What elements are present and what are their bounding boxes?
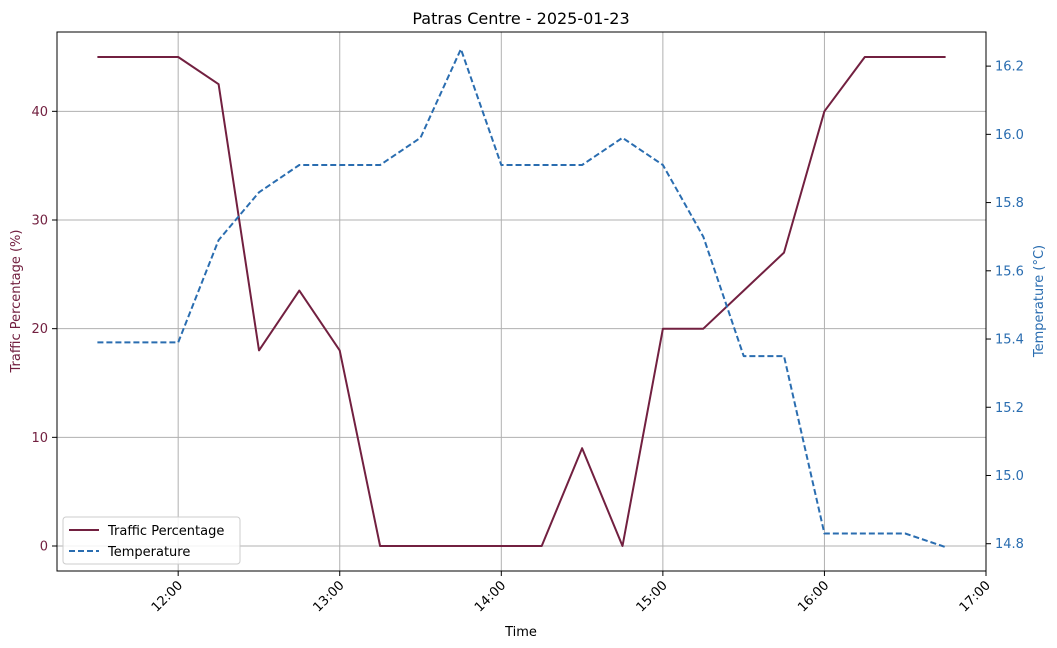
y-right-tick-label: 15.0 (995, 469, 1024, 484)
chart-title: Patras Centre - 2025-01-23 (412, 9, 629, 28)
y-right-tick-label: 15.8 (995, 196, 1024, 211)
x-axis-title: Time (504, 625, 537, 640)
y-right-tick-label: 15.2 (995, 401, 1024, 416)
plot-frame (56, 31, 987, 572)
data-point-temperature (499, 163, 503, 167)
data-point-traffic (580, 446, 584, 450)
data-point-traffic (742, 289, 746, 293)
data-point-traffic (499, 544, 503, 548)
data-point-temperature (620, 136, 624, 140)
y-axis-right: 14.8 15.0 15.2 15.4 15.6 15.8 16.0 16.2 (986, 60, 1024, 552)
series-line-traffic (97, 56, 946, 547)
data-point-temperature (944, 545, 948, 549)
y-right-tick-label: 16.0 (995, 128, 1024, 143)
data-point-traffic (540, 544, 544, 548)
x-tick-label: 15:00 (634, 578, 671, 615)
x-tick-label: 14:00 (472, 578, 509, 615)
data-point-temperature (378, 163, 382, 167)
y-right-tick-label: 15.6 (995, 264, 1024, 279)
x-tick-label: 12:00 (149, 578, 186, 615)
y-left-tick-label: 0 (40, 540, 48, 555)
data-point-temperature (338, 163, 342, 167)
x-tick-label: 16:00 (795, 578, 832, 615)
data-point-temperature (742, 354, 746, 358)
series-line-temperature (97, 48, 946, 549)
y-right-tick-label: 15.4 (995, 333, 1024, 348)
data-point-traffic (419, 544, 423, 548)
legend-label-traffic: Traffic Percentage (107, 524, 224, 539)
legend-label-temperature: Temperature (107, 545, 190, 560)
data-point-traffic (459, 544, 463, 548)
data-point-temperature (903, 531, 907, 535)
y-left-tick-label: 40 (31, 105, 48, 120)
y-axis-left-title: Traffic Percentage (%) (9, 230, 24, 374)
data-point-temperature (217, 238, 221, 242)
data-point-traffic (378, 544, 382, 548)
y-axis-left: 0 10 20 30 40 (31, 105, 57, 555)
x-tick-label: 17:00 (957, 578, 994, 615)
y-left-tick-label: 30 (31, 213, 48, 228)
data-point-temperature (136, 340, 140, 344)
data-point-traffic (661, 327, 665, 331)
data-point-temperature (661, 163, 665, 167)
data-point-temperature (822, 531, 826, 535)
data-point-traffic (136, 55, 140, 59)
data-point-traffic (620, 544, 624, 548)
data-point-temperature (176, 340, 180, 344)
series-layer (95, 47, 948, 549)
data-point-traffic (217, 82, 221, 86)
y-right-tick-label: 16.2 (995, 60, 1024, 75)
data-point-traffic (863, 55, 867, 59)
x-axis: 12:00 13:00 14:00 15:00 16:00 17:00 (149, 571, 994, 615)
data-point-traffic (297, 289, 301, 293)
data-point-temperature (95, 340, 99, 344)
data-point-temperature (297, 163, 301, 167)
x-tick-label: 13:00 (310, 578, 347, 615)
y-axis-right-title: Temperature (°C) (1032, 245, 1047, 358)
data-point-traffic (95, 55, 99, 59)
data-point-temperature (419, 136, 423, 140)
data-point-temperature (459, 47, 463, 51)
data-point-temperature (257, 190, 261, 194)
data-point-traffic (701, 327, 705, 331)
data-point-traffic (338, 348, 342, 352)
data-point-traffic (257, 348, 261, 352)
legend-box (62, 516, 241, 565)
data-point-traffic (903, 55, 907, 59)
y-right-tick-label: 14.8 (995, 537, 1024, 552)
data-point-traffic (782, 251, 786, 255)
data-point-traffic (944, 55, 948, 59)
data-point-temperature (863, 531, 867, 535)
data-point-temperature (782, 354, 786, 358)
legend: Traffic Percentage Temperature (62, 516, 241, 565)
data-point-traffic (176, 55, 180, 59)
y-left-tick-label: 20 (31, 322, 48, 337)
data-point-traffic (822, 109, 826, 113)
data-point-temperature (540, 163, 544, 167)
data-point-temperature (701, 235, 705, 239)
grid (57, 32, 987, 571)
data-point-temperature (580, 163, 584, 167)
y-left-tick-label: 10 (31, 431, 48, 446)
